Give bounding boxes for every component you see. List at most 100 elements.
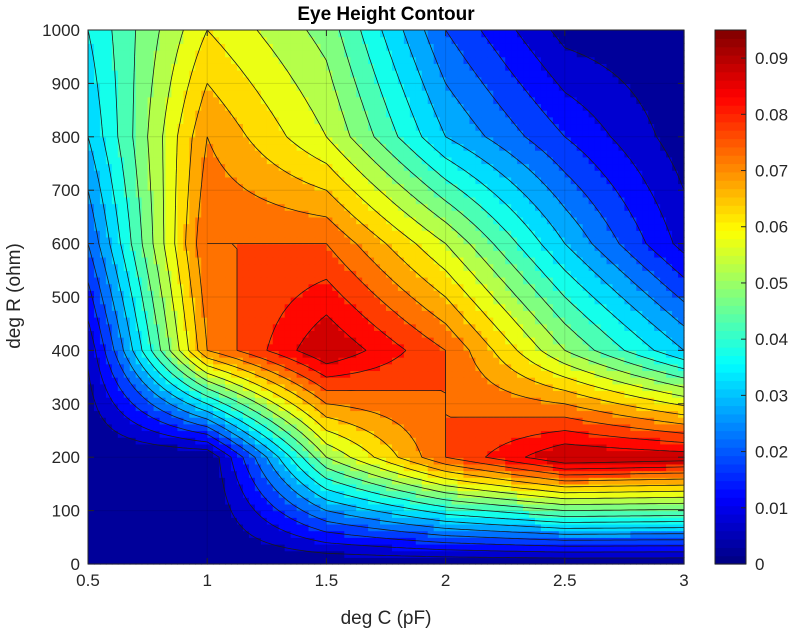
contour-cell bbox=[403, 430, 411, 438]
contour-cell bbox=[159, 303, 167, 311]
contour-cell bbox=[195, 403, 202, 412]
contour-cell bbox=[648, 510, 655, 518]
contour-cell bbox=[564, 550, 572, 558]
contour-cell bbox=[487, 537, 494, 545]
contour-cell bbox=[576, 430, 584, 438]
contour-cell bbox=[242, 537, 250, 545]
contour-cell bbox=[290, 470, 298, 478]
contour-cell bbox=[570, 250, 578, 258]
contour-cell bbox=[338, 343, 345, 351]
contour-cell bbox=[189, 323, 196, 331]
contour-cell bbox=[284, 450, 292, 458]
contour-cell bbox=[99, 450, 107, 458]
contour-cell bbox=[368, 397, 375, 405]
contour-cell bbox=[630, 457, 637, 465]
contour-cell bbox=[171, 557, 178, 565]
contour-cell bbox=[189, 523, 196, 532]
contour-cell bbox=[642, 283, 649, 291]
contour-cell bbox=[439, 317, 447, 325]
contour-cell bbox=[421, 517, 429, 525]
contour-cell bbox=[397, 317, 405, 325]
contour-cell bbox=[391, 317, 399, 325]
contour-cell bbox=[529, 263, 536, 271]
contour-cell bbox=[505, 330, 512, 338]
contour-cell bbox=[123, 397, 131, 405]
contour-cell bbox=[314, 317, 322, 325]
contour-cell bbox=[672, 510, 679, 518]
contour-cell bbox=[600, 537, 608, 545]
contour-cell bbox=[403, 417, 411, 425]
contour-cell bbox=[165, 330, 173, 338]
contour-cell bbox=[123, 417, 131, 425]
contour-cell bbox=[511, 463, 518, 472]
contour-cell bbox=[523, 423, 530, 432]
contour-cell bbox=[189, 397, 196, 405]
contour-cell bbox=[272, 403, 280, 412]
contour-cell bbox=[433, 303, 441, 311]
contour-cell bbox=[105, 397, 113, 405]
contour-cell bbox=[183, 550, 190, 558]
contour-cell bbox=[189, 423, 196, 432]
contour-cell bbox=[159, 317, 167, 325]
contour-cell bbox=[660, 430, 667, 438]
contour-cell bbox=[260, 283, 268, 291]
contour-cell bbox=[487, 443, 494, 452]
contour-cell bbox=[391, 283, 399, 291]
contour-cell bbox=[505, 377, 512, 385]
contour-cell bbox=[660, 317, 667, 325]
contour-cell bbox=[129, 537, 137, 545]
contour-cell bbox=[368, 477, 375, 485]
contour-cell bbox=[99, 517, 107, 525]
contour-cell bbox=[630, 297, 637, 305]
contour-cell bbox=[564, 236, 572, 245]
contour-cell bbox=[403, 397, 411, 405]
contour-cell bbox=[225, 523, 232, 532]
contour-cell bbox=[421, 250, 429, 258]
contour-cell bbox=[189, 530, 196, 538]
contour-cell bbox=[654, 350, 661, 358]
contour-cell bbox=[93, 457, 101, 465]
contour-cell bbox=[165, 503, 173, 512]
contour-cell bbox=[242, 397, 250, 405]
contour-cell bbox=[606, 276, 614, 285]
contour-cell bbox=[219, 383, 226, 392]
contour-cell bbox=[254, 463, 262, 472]
contour-cell bbox=[159, 250, 167, 258]
contour-cell bbox=[499, 363, 506, 372]
contour-cell bbox=[350, 310, 357, 318]
contour-cell bbox=[535, 503, 542, 512]
contour-cell bbox=[654, 423, 661, 432]
contour-cell bbox=[624, 290, 631, 298]
contour-cell bbox=[654, 483, 661, 492]
contour-cell bbox=[570, 297, 578, 305]
contour-cell bbox=[648, 330, 655, 338]
contour-cell bbox=[356, 437, 363, 445]
contour-cell bbox=[397, 383, 405, 392]
contour-cell bbox=[278, 503, 286, 512]
contour-cell bbox=[451, 337, 459, 345]
contour-cell bbox=[505, 423, 512, 432]
contour-cell bbox=[237, 437, 244, 445]
contour-cell bbox=[535, 350, 542, 358]
contour-cell bbox=[189, 510, 196, 518]
contour-cell bbox=[552, 377, 560, 385]
contour-cell bbox=[517, 263, 524, 271]
contour-cell bbox=[552, 450, 560, 458]
contour-cell bbox=[487, 543, 494, 552]
contour-cell bbox=[296, 497, 304, 505]
contour-cell bbox=[332, 417, 339, 425]
contour-cell bbox=[290, 443, 298, 452]
contour-cell bbox=[237, 430, 244, 438]
contour-cell bbox=[582, 470, 590, 478]
contour-cell bbox=[171, 243, 178, 251]
contour-cell bbox=[153, 537, 161, 545]
contour-cell bbox=[648, 403, 655, 412]
contour-cell bbox=[475, 423, 482, 432]
contour-cell bbox=[457, 517, 465, 525]
contour-cell bbox=[415, 297, 423, 305]
contour-cell bbox=[535, 297, 542, 305]
contour-cell bbox=[326, 236, 333, 245]
contour-cell bbox=[666, 497, 673, 505]
contour-cell bbox=[654, 503, 661, 512]
contour-cell bbox=[564, 417, 572, 425]
